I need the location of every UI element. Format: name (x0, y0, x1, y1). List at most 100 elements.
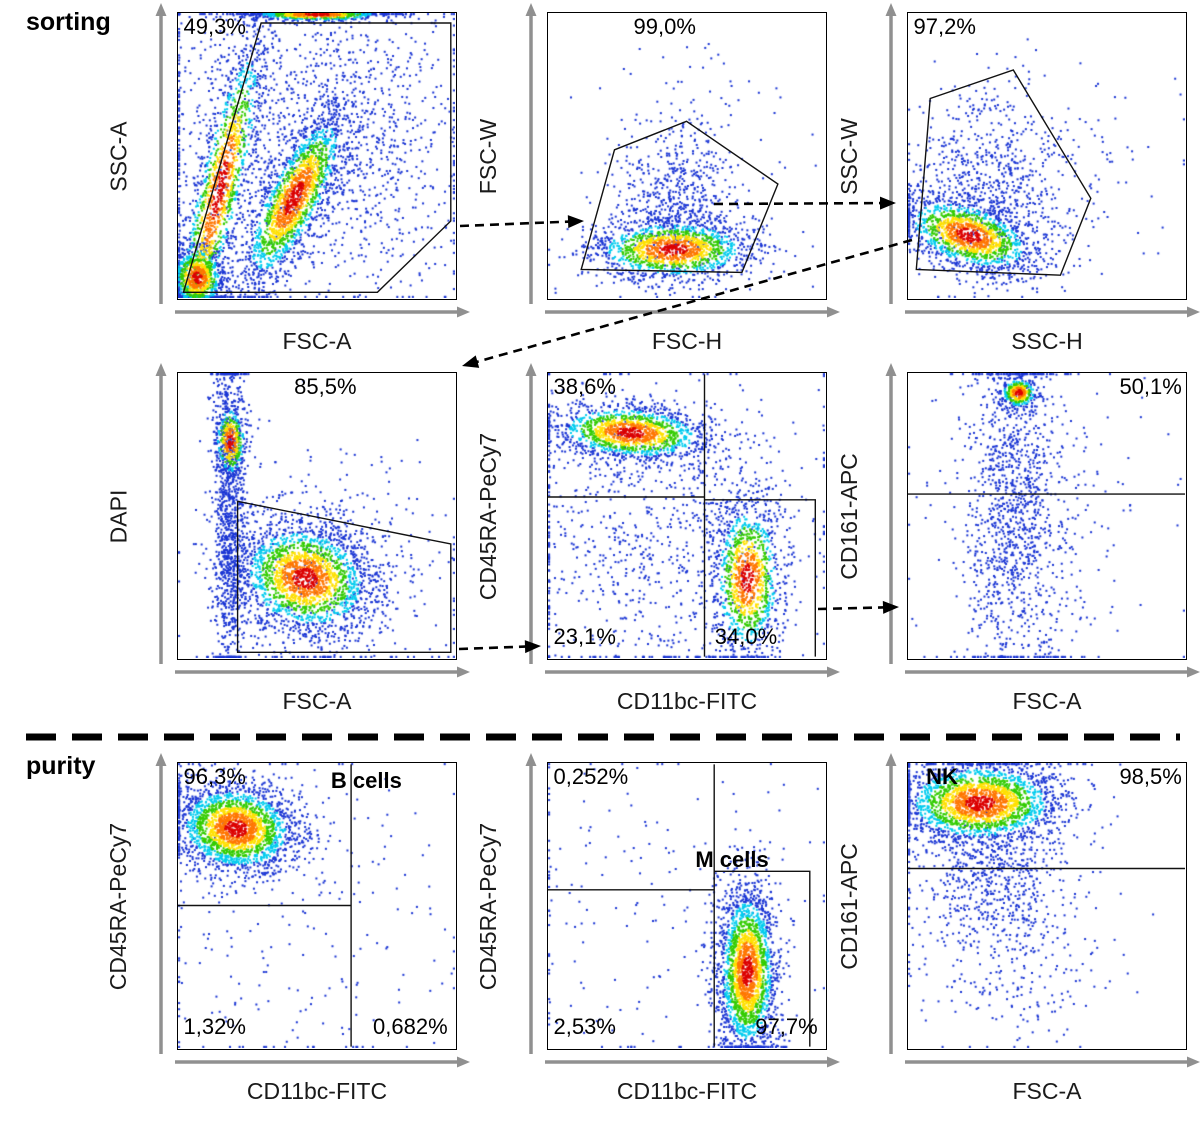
percent-label: 2,53% (553, 1014, 616, 1040)
gate-overlay (915, 69, 1092, 276)
x-axis-label: FSC-A (1012, 688, 1082, 714)
y-axis-arrow-icon (525, 3, 537, 304)
y-axis-label: DAPI (105, 489, 132, 543)
percent-label: 98,5% (1119, 763, 1182, 789)
scatter-canvas (908, 373, 1185, 658)
gate-outline (182, 22, 452, 293)
plot-area: 0,252% 2,53% 97,7% M cells (547, 762, 827, 1050)
population-label: B cells (330, 768, 402, 794)
y-axis: SSC-A (91, 12, 147, 300)
scatter-canvas (178, 373, 455, 658)
gate-outline (236, 500, 452, 653)
percent-label: 97,7% (755, 1014, 818, 1040)
population-label: M cells (695, 846, 769, 872)
percent-label: 38,6% (553, 373, 616, 399)
plot-area: 50,1% (907, 372, 1187, 660)
population-label: NK (926, 763, 958, 789)
percent-label: 34,0% (714, 624, 778, 650)
gate-outline (915, 69, 1092, 276)
x-axis-label: CD11bc-FITC (616, 688, 758, 714)
gate-overlay (548, 764, 811, 1047)
x-axis-label: FSC-A (282, 328, 352, 354)
y-axis: CD161-APC (821, 762, 877, 1050)
y-axis-label: CD45RA-PeCy7 (475, 432, 502, 600)
plot-area: 85,5% (177, 372, 457, 660)
x-axis-arrow-icon (905, 1056, 1200, 1068)
y-axis-label: CD45RA-PeCy7 (105, 822, 132, 990)
x-axis-arrow-icon (175, 306, 470, 318)
y-axis-label: CD161-APC (835, 842, 862, 970)
percent-label: 96,3% (183, 763, 246, 789)
plot-labels: 99,0% (548, 13, 826, 299)
y-axis: FSC-W (461, 12, 517, 300)
y-axis: SSC-W (821, 12, 877, 300)
x-axis-arrow-icon (905, 666, 1200, 678)
gate-overlay (236, 500, 452, 653)
x-axis-label: SSC-H (1011, 328, 1083, 354)
y-axis-arrow-icon (525, 363, 537, 664)
x-axis-label: CD11bc-FITC (246, 1078, 388, 1104)
y-axis-arrow-icon (155, 363, 167, 664)
gate-overlay (178, 764, 352, 1047)
y-axis: CD161-APC (821, 372, 877, 660)
y-axis-label: CD161-APC (835, 452, 862, 580)
x-axis-label: FSC-A (1012, 1078, 1082, 1104)
plot-purity-b-cells: CD45RA-PeCy7 96,3% 1,32% 0,682% B cells CD1… (106, 753, 470, 1104)
y-axis-label: SSC-W (835, 117, 862, 195)
x-axis-arrow-icon (545, 666, 840, 678)
y-axis-arrow-icon (885, 363, 897, 664)
y-axis-label: FSC-W (475, 118, 502, 194)
plot-labels: 85,5% (178, 373, 456, 659)
gate-overlay (908, 867, 1185, 870)
x-axis-label: FSC-H (651, 328, 723, 354)
plot-sorting-ssc-singlets: SSC-W 97,2% SSC-H (836, 3, 1200, 354)
percent-label: 99,0% (633, 13, 696, 39)
plot-purity-nk-cells: CD161-APC 98,5% NK FSC-A (836, 753, 1200, 1104)
plot-labels: 97,2% (908, 13, 1186, 299)
x-axis-arrow-icon (545, 1056, 840, 1068)
plot-sorting-live-cells: DAPI 85,5% FSC-A (106, 363, 470, 714)
y-axis-label: CD45RA-PeCy7 (475, 822, 502, 990)
x-axis-arrow-icon (905, 306, 1200, 318)
scatter-canvas (178, 13, 455, 298)
y-axis: DAPI (91, 372, 147, 660)
plot-area: 96,3% 1,32% 0,682% B cells (177, 762, 457, 1050)
plot-sorting-cd45ra-vs-cd11bc: CD45RA-PeCy7 38,6% 23,1% 34,0% CD11bc-FITC (476, 363, 840, 714)
x-axis-arrow-icon (175, 1056, 470, 1068)
percent-label: 97,2% (913, 13, 976, 39)
percent-label: 0,682% (373, 1014, 448, 1040)
plot-area: 97,2% (907, 12, 1187, 300)
section-label-purity: purity (26, 752, 96, 780)
percent-label: 85,5% (294, 373, 357, 399)
scatter-canvas (908, 13, 1185, 298)
x-axis-label: CD11bc-FITC (616, 1078, 758, 1104)
plot-area: 38,6% 23,1% 34,0% (547, 372, 827, 660)
y-axis-arrow-icon (885, 3, 897, 304)
percent-label: 50,1% (1119, 373, 1182, 399)
scatter-canvas (908, 763, 1185, 1048)
percent-label: 0,252% (553, 763, 629, 789)
gate-outline (704, 499, 816, 657)
plot-sorting-fsc-singlets: FSC-W 99,0% FSC-H (476, 3, 840, 354)
plot-sorting-cd161-vs-fsc: CD161-APC 50,1% FSC-A (836, 363, 1200, 714)
gate-outline (714, 870, 811, 1047)
plot-area: 98,5% NK (907, 762, 1187, 1050)
gate-overlay (548, 374, 816, 657)
x-axis-label: FSC-A (282, 688, 352, 714)
y-axis: CD45RA-PeCy7 (461, 762, 517, 1050)
y-axis-label: SSC-A (105, 120, 132, 192)
section-label-sorting: sorting (26, 8, 111, 36)
plot-labels: 38,6% 23,1% 34,0% (548, 373, 826, 659)
percent-label: 49,3% (183, 13, 246, 39)
y-axis: CD45RA-PeCy7 (461, 372, 517, 660)
gate-overlay (182, 22, 452, 293)
scatter-canvas (548, 373, 825, 658)
y-axis-arrow-icon (155, 753, 167, 1054)
plot-labels: 96,3% 1,32% 0,682% B cells (178, 763, 456, 1049)
plot-labels: 0,252% 2,53% 97,7% M cells (548, 763, 826, 1049)
plot-sorting-cells: SSC-A 49,3% FSC-A (106, 3, 470, 354)
y-axis-arrow-icon (155, 3, 167, 304)
plot-labels: 49,3% (178, 13, 456, 299)
plot-area: 99,0% (547, 12, 827, 300)
